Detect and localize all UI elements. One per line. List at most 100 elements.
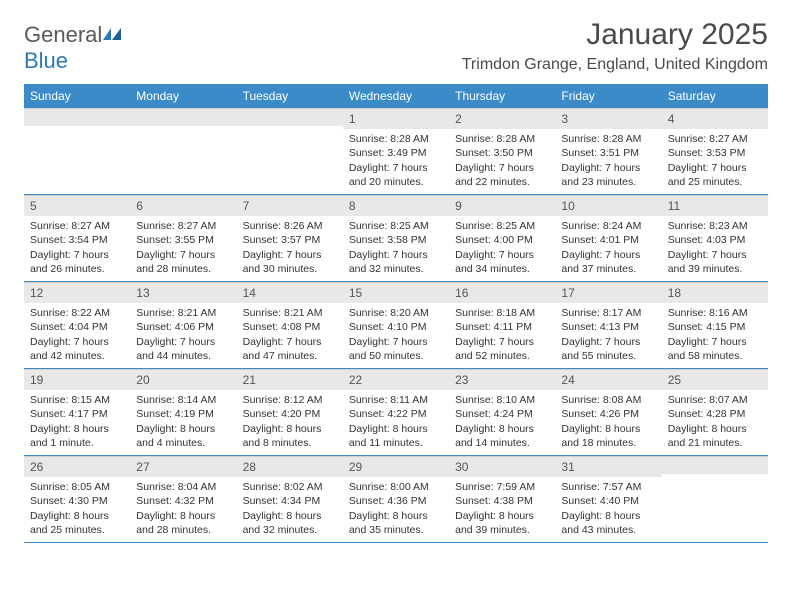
day-body: Sunrise: 8:28 AMSunset: 3:50 PMDaylight:…	[449, 129, 555, 193]
day-number: 24	[555, 369, 661, 390]
logo-text: GeneralBlue	[24, 22, 122, 74]
day-number: 16	[449, 282, 555, 303]
day-info-line: Sunrise: 8:11 AM	[349, 393, 443, 407]
day-number-empty	[662, 456, 768, 474]
day-info-line: Sunrise: 8:10 AM	[455, 393, 549, 407]
day-info-line: Daylight: 7 hours	[668, 335, 762, 349]
day-cell: 26Sunrise: 8:05 AMSunset: 4:30 PMDayligh…	[24, 456, 130, 542]
week-row: 1Sunrise: 8:28 AMSunset: 3:49 PMDaylight…	[24, 108, 768, 195]
day-header: Tuesday	[237, 84, 343, 108]
day-body: Sunrise: 8:12 AMSunset: 4:20 PMDaylight:…	[237, 390, 343, 454]
day-cell: 8Sunrise: 8:25 AMSunset: 3:58 PMDaylight…	[343, 195, 449, 281]
day-info-line: Sunrise: 8:14 AM	[136, 393, 230, 407]
day-body: Sunrise: 8:27 AMSunset: 3:54 PMDaylight:…	[24, 216, 130, 280]
day-cell: 5Sunrise: 8:27 AMSunset: 3:54 PMDaylight…	[24, 195, 130, 281]
day-body: Sunrise: 8:17 AMSunset: 4:13 PMDaylight:…	[555, 303, 661, 367]
day-info-line: Sunrise: 8:27 AM	[30, 219, 124, 233]
day-body: Sunrise: 8:15 AMSunset: 4:17 PMDaylight:…	[24, 390, 130, 454]
day-info-line: Sunrise: 8:15 AM	[30, 393, 124, 407]
day-info-line: Sunrise: 8:07 AM	[668, 393, 762, 407]
day-info-line: Sunrise: 8:28 AM	[349, 132, 443, 146]
day-info-line: Sunset: 3:55 PM	[136, 233, 230, 247]
day-body: Sunrise: 8:05 AMSunset: 4:30 PMDaylight:…	[24, 477, 130, 541]
day-cell: 15Sunrise: 8:20 AMSunset: 4:10 PMDayligh…	[343, 282, 449, 368]
day-cell: 18Sunrise: 8:16 AMSunset: 4:15 PMDayligh…	[662, 282, 768, 368]
day-body: Sunrise: 7:59 AMSunset: 4:38 PMDaylight:…	[449, 477, 555, 541]
weeks-container: 1Sunrise: 8:28 AMSunset: 3:49 PMDaylight…	[24, 108, 768, 543]
day-info-line: Sunrise: 8:17 AM	[561, 306, 655, 320]
day-cell: 28Sunrise: 8:02 AMSunset: 4:34 PMDayligh…	[237, 456, 343, 542]
day-info-line: and 55 minutes.	[561, 349, 655, 363]
day-header: Wednesday	[343, 84, 449, 108]
day-info-line: and 30 minutes.	[243, 262, 337, 276]
day-info-line: Daylight: 7 hours	[455, 335, 549, 349]
day-info-line: Sunrise: 8:25 AM	[455, 219, 549, 233]
day-info-line: Daylight: 8 hours	[30, 422, 124, 436]
day-body: Sunrise: 8:22 AMSunset: 4:04 PMDaylight:…	[24, 303, 130, 367]
day-cell: 17Sunrise: 8:17 AMSunset: 4:13 PMDayligh…	[555, 282, 661, 368]
day-body: Sunrise: 8:21 AMSunset: 4:06 PMDaylight:…	[130, 303, 236, 367]
day-number: 27	[130, 456, 236, 477]
day-body: Sunrise: 8:27 AMSunset: 3:55 PMDaylight:…	[130, 216, 236, 280]
day-cell: 12Sunrise: 8:22 AMSunset: 4:04 PMDayligh…	[24, 282, 130, 368]
day-info-line: Sunrise: 8:18 AM	[455, 306, 549, 320]
day-info-line: and 4 minutes.	[136, 436, 230, 450]
day-info-line: Sunset: 4:40 PM	[561, 494, 655, 508]
day-info-line: Sunrise: 8:24 AM	[561, 219, 655, 233]
day-info-line: and 26 minutes.	[30, 262, 124, 276]
day-info-line: Sunrise: 8:28 AM	[455, 132, 549, 146]
day-body: Sunrise: 8:10 AMSunset: 4:24 PMDaylight:…	[449, 390, 555, 454]
day-number: 10	[555, 195, 661, 216]
day-number: 7	[237, 195, 343, 216]
day-info-line: Sunset: 4:15 PM	[668, 320, 762, 334]
day-number: 13	[130, 282, 236, 303]
day-cell: 6Sunrise: 8:27 AMSunset: 3:55 PMDaylight…	[130, 195, 236, 281]
day-info-line: Sunset: 4:00 PM	[455, 233, 549, 247]
day-cell	[662, 456, 768, 542]
day-cell: 24Sunrise: 8:08 AMSunset: 4:26 PMDayligh…	[555, 369, 661, 455]
day-cell: 25Sunrise: 8:07 AMSunset: 4:28 PMDayligh…	[662, 369, 768, 455]
day-body: Sunrise: 8:16 AMSunset: 4:15 PMDaylight:…	[662, 303, 768, 367]
day-info-line: and 23 minutes.	[561, 175, 655, 189]
day-info-line: Sunrise: 8:20 AM	[349, 306, 443, 320]
day-cell: 1Sunrise: 8:28 AMSunset: 3:49 PMDaylight…	[343, 108, 449, 194]
day-info-line: Daylight: 7 hours	[243, 248, 337, 262]
day-header: Sunday	[24, 84, 130, 108]
day-cell: 30Sunrise: 7:59 AMSunset: 4:38 PMDayligh…	[449, 456, 555, 542]
day-cell: 27Sunrise: 8:04 AMSunset: 4:32 PMDayligh…	[130, 456, 236, 542]
day-cell: 10Sunrise: 8:24 AMSunset: 4:01 PMDayligh…	[555, 195, 661, 281]
day-info-line: Daylight: 7 hours	[561, 335, 655, 349]
day-number: 28	[237, 456, 343, 477]
day-info-line: Sunset: 4:17 PM	[30, 407, 124, 421]
day-cell	[24, 108, 130, 194]
day-info-line: Sunset: 3:53 PM	[668, 146, 762, 160]
day-info-line: Daylight: 8 hours	[561, 422, 655, 436]
day-info-line: Daylight: 7 hours	[243, 335, 337, 349]
day-body	[24, 126, 130, 133]
day-cell: 2Sunrise: 8:28 AMSunset: 3:50 PMDaylight…	[449, 108, 555, 194]
day-info-line: and 8 minutes.	[243, 436, 337, 450]
day-body: Sunrise: 8:07 AMSunset: 4:28 PMDaylight:…	[662, 390, 768, 454]
day-body	[662, 474, 768, 481]
day-info-line: Sunrise: 8:23 AM	[668, 219, 762, 233]
week-row: 12Sunrise: 8:22 AMSunset: 4:04 PMDayligh…	[24, 282, 768, 369]
day-body: Sunrise: 8:08 AMSunset: 4:26 PMDaylight:…	[555, 390, 661, 454]
day-info-line: Daylight: 7 hours	[455, 248, 549, 262]
day-number-empty	[237, 108, 343, 126]
day-body: Sunrise: 8:23 AMSunset: 4:03 PMDaylight:…	[662, 216, 768, 280]
day-info-line: Sunset: 4:36 PM	[349, 494, 443, 508]
day-info-line: Sunset: 4:34 PM	[243, 494, 337, 508]
logo: GeneralBlue	[24, 22, 122, 74]
day-info-line: Daylight: 7 hours	[136, 335, 230, 349]
day-info-line: Sunrise: 8:04 AM	[136, 480, 230, 494]
day-info-line: Daylight: 7 hours	[561, 161, 655, 175]
day-body: Sunrise: 8:28 AMSunset: 3:51 PMDaylight:…	[555, 129, 661, 193]
day-info-line: Sunrise: 8:27 AM	[668, 132, 762, 146]
day-number-empty	[24, 108, 130, 126]
day-body: Sunrise: 8:18 AMSunset: 4:11 PMDaylight:…	[449, 303, 555, 367]
day-cell: 4Sunrise: 8:27 AMSunset: 3:53 PMDaylight…	[662, 108, 768, 194]
day-info-line: Sunrise: 8:02 AM	[243, 480, 337, 494]
day-info-line: Sunset: 4:08 PM	[243, 320, 337, 334]
day-info-line: and 44 minutes.	[136, 349, 230, 363]
day-info-line: Sunset: 3:57 PM	[243, 233, 337, 247]
